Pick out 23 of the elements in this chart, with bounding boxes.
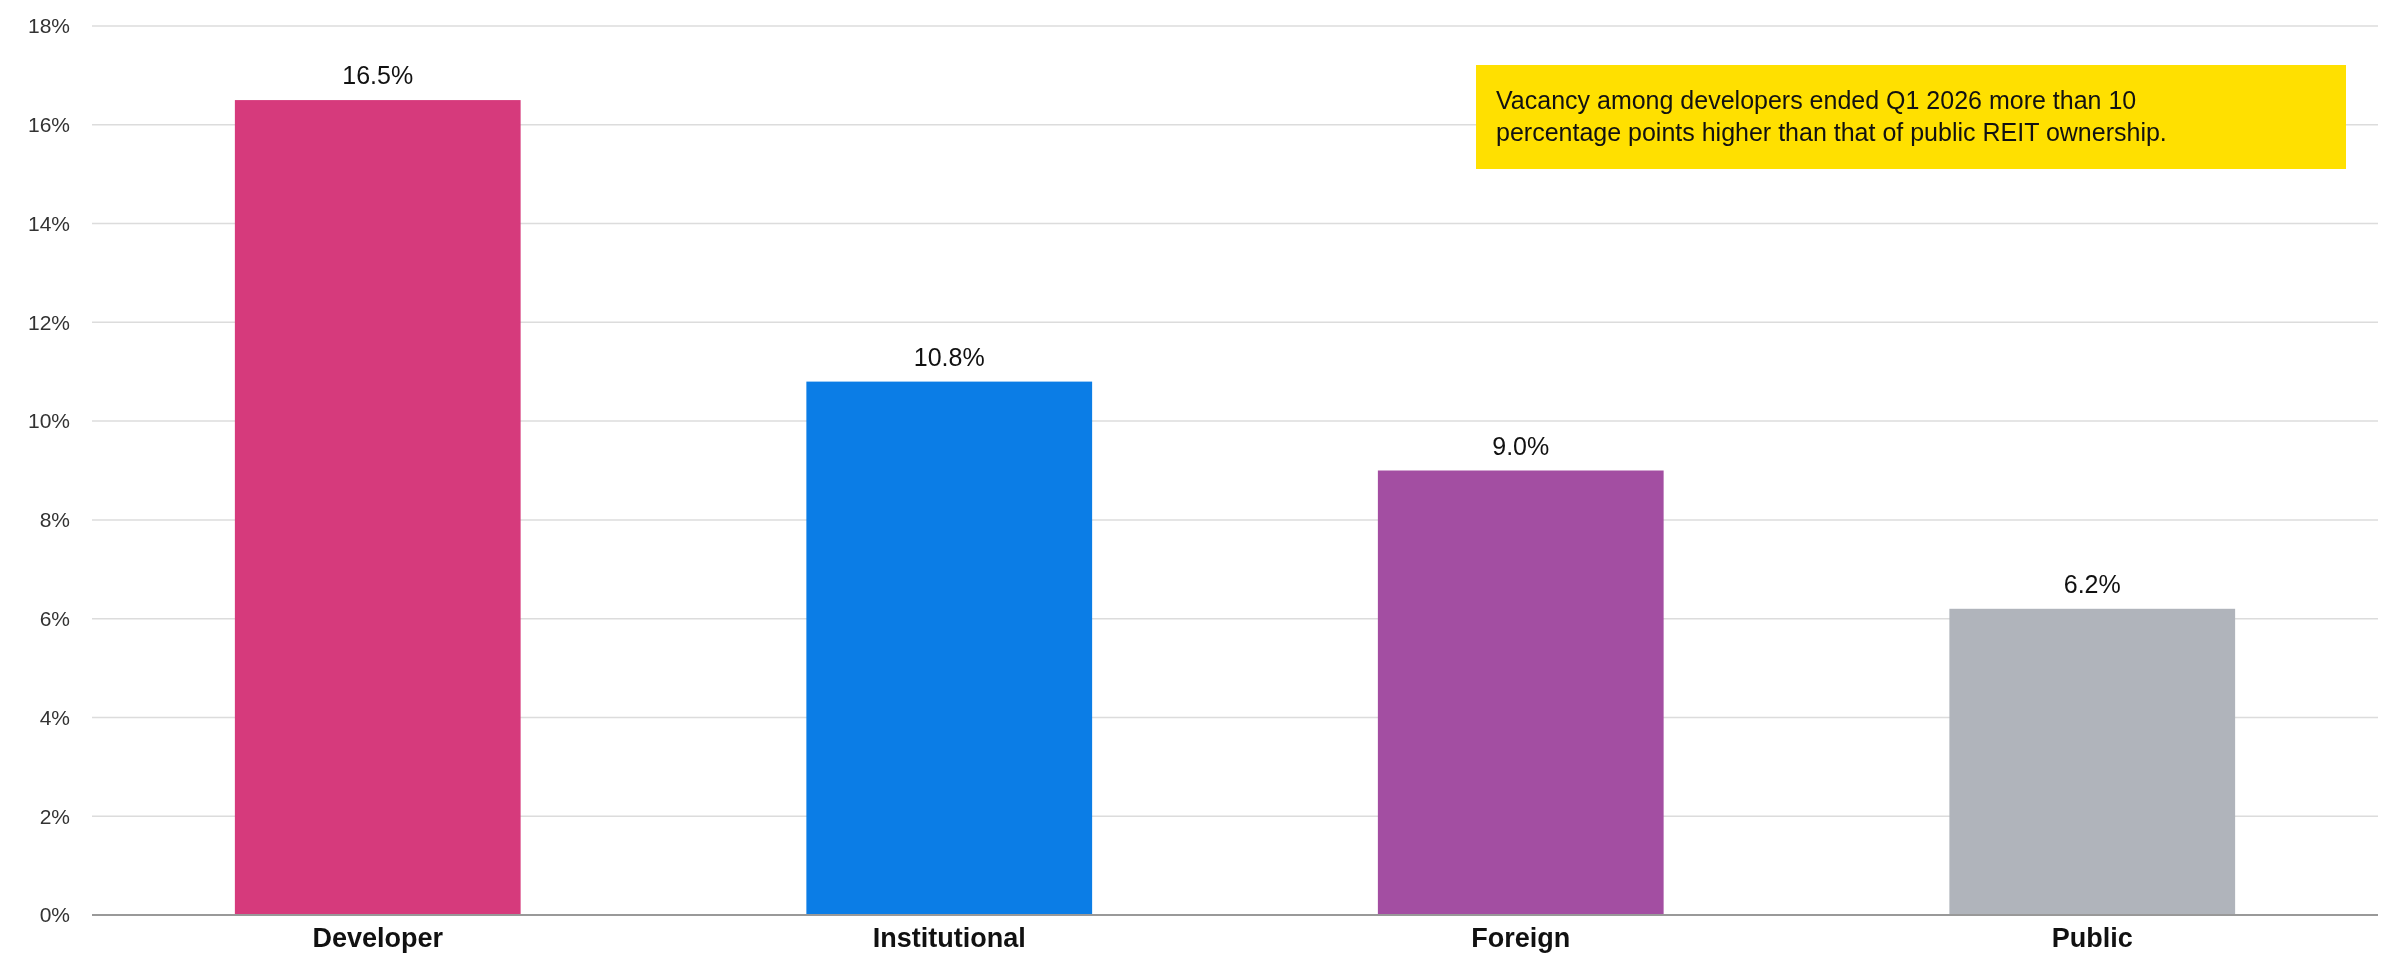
annotation: Vacancy among developers ended Q1 2026 more than 10 percentage points higher than that of public REIT ownership. <box>1496 85 2167 146</box>
y-tick-label: 14% <box>27 211 70 235</box>
y-tick-label: 16% <box>27 113 70 137</box>
x-tick-label: Institutional <box>872 923 1026 953</box>
y-tick-label: 8% <box>39 508 70 532</box>
bar <box>1377 470 1664 915</box>
y-tick-label: 10% <box>27 409 70 433</box>
y-tick-label: 12% <box>27 310 70 334</box>
bar <box>806 381 1093 915</box>
data-label: 6.2% <box>2063 569 2121 598</box>
x-tick-label: Foreign <box>1471 923 1571 953</box>
y-tick-label: 0% <box>39 903 70 927</box>
bar <box>234 100 521 915</box>
data-label: 10.8% <box>913 342 985 371</box>
y-tick-label: 2% <box>39 804 70 828</box>
bar <box>1949 608 2236 915</box>
y-tick-label: 18% <box>27 14 70 38</box>
x-tick-label: Developer <box>312 923 444 953</box>
y-tick-label: 6% <box>39 607 70 631</box>
x-tick-label: Public <box>2051 923 2133 953</box>
data-label: 9.0% <box>1492 431 1550 460</box>
data-label: 16.5% <box>342 61 414 90</box>
y-tick-label: 4% <box>39 705 70 729</box>
